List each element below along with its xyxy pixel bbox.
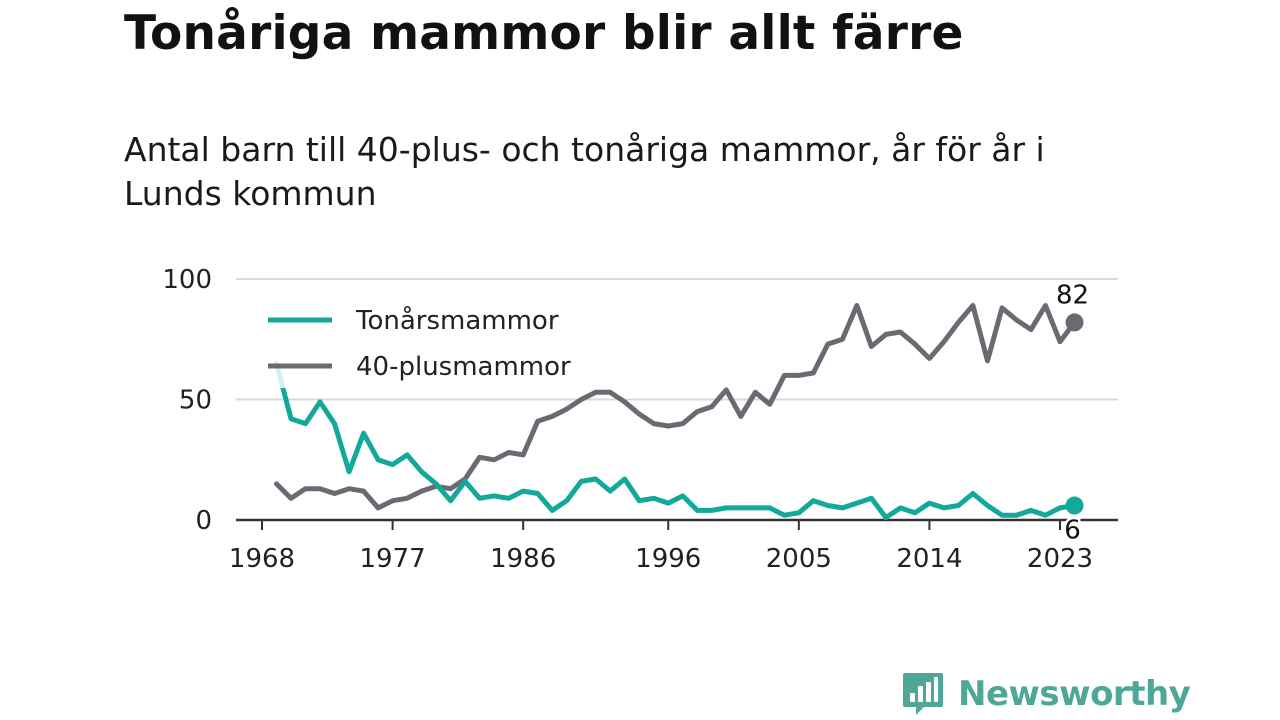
end-label-tonarsmammor: 6 — [1064, 516, 1081, 546]
x-tick-label: 1996 — [635, 544, 701, 574]
x-tick-label: 1968 — [229, 544, 295, 574]
series-line-tonarsmammor — [274, 360, 1077, 521]
y-tick-label: 0 — [195, 506, 212, 536]
grid-layer — [236, 278, 1118, 401]
legend-label: 40-plusmammor — [356, 352, 571, 382]
label-layer: 6 82 — [1053, 278, 1091, 548]
end-point-tonarsmammor — [1065, 496, 1084, 515]
y-tick-label: 100 — [162, 265, 212, 295]
legend-label: Tonårsmammor — [355, 305, 559, 336]
brand-logo: Newsworthy — [902, 671, 1191, 717]
x-tick-label: 2014 — [896, 544, 962, 574]
y-tick-label: 50 — [179, 386, 212, 416]
bar-chart-speech-bubble-icon — [903, 673, 943, 715]
x-tick-label: 2023 — [1027, 544, 1093, 574]
series-line-40-plusmammor — [274, 303, 1077, 511]
end-label-40-plusmammor: 82 — [1056, 280, 1089, 310]
legend-background — [256, 296, 608, 388]
chart-subtitle: Antal barn till 40-plus- och tonåriga ma… — [124, 130, 1045, 213]
x-tick-label: 1977 — [359, 544, 425, 574]
chart-legend: Tonårsmammor 40-plusmammor — [256, 296, 608, 388]
brand-name: Newsworthy — [958, 674, 1191, 714]
axis-layer: 0 50 100 1968 1977 1986 1996 2005 2014 2023 — [162, 265, 1118, 574]
page-title: Tonåriga mammor blir allt färre — [124, 6, 964, 61]
series-layer — [274, 303, 1084, 521]
x-tick-label: 1986 — [490, 544, 556, 574]
end-point-40-plusmammor — [1065, 313, 1084, 332]
x-tick-label: 2005 — [766, 544, 832, 574]
